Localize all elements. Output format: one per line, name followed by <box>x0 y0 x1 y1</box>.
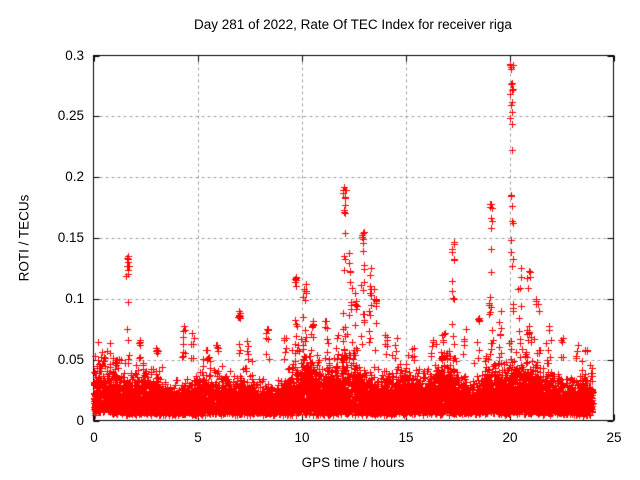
y-tick-label: 0.05 <box>57 352 84 367</box>
x-tick-label: 25 <box>606 430 622 445</box>
y-tick-label: 0.2 <box>65 169 84 184</box>
x-tick-label: 20 <box>502 430 518 445</box>
y-tick-label: 0 <box>76 413 84 428</box>
chart-title: Day 281 of 2022, Rate Of TEC Index for r… <box>194 17 512 32</box>
x-tick-label: 15 <box>398 430 414 445</box>
y-tick-label: 0.15 <box>57 230 84 245</box>
y-tick-label: 0.1 <box>65 291 84 306</box>
y-tick-label: 0.3 <box>65 48 84 63</box>
x-tick-label: 0 <box>90 430 98 445</box>
x-axis-label: GPS time / hours <box>301 455 405 470</box>
x-tick-label: 5 <box>194 430 202 445</box>
x-tick-label: 10 <box>294 430 310 445</box>
y-tick-label: 0.25 <box>57 108 84 123</box>
